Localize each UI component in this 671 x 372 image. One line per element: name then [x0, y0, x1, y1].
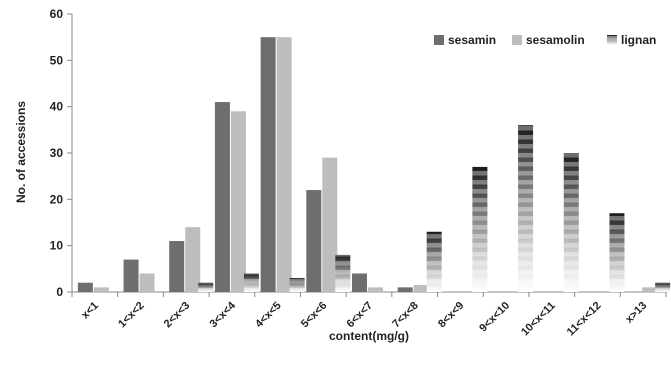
bar-lignan-stripes	[289, 278, 305, 292]
y-tick-label: 0	[56, 285, 63, 299]
x-tick-label: 3<x<4	[207, 299, 238, 330]
bar-sesamin	[397, 287, 413, 292]
bar-sesamolin	[230, 111, 246, 292]
bar-sesamolin	[93, 287, 109, 292]
bar-lignan-stripes	[426, 231, 442, 292]
y-tick-label: 50	[50, 53, 64, 67]
bar-sesamin	[214, 102, 230, 293]
bars	[77, 37, 671, 293]
legend-label: sesamin	[448, 33, 496, 47]
legend-label: sesamolin	[526, 33, 585, 47]
bar-sesamolin	[368, 287, 383, 292]
legend-item-sesamolin: sesamolin	[512, 33, 585, 47]
bar-sesamin	[169, 241, 185, 292]
legend: sesamin sesamolin lignan	[434, 33, 656, 47]
x-tick-label: 6<x<7	[345, 300, 376, 331]
bar-lignan-stripes	[198, 282, 214, 292]
bar-lignan-stripes	[655, 282, 671, 292]
x-tick-label: 5<x<6	[299, 300, 330, 331]
y-tick-labels: 0 10 20 30 40 50 60	[50, 7, 64, 299]
bar-sesamin	[352, 273, 367, 292]
x-tick-label: 8<x<9	[436, 300, 467, 331]
bar-sesamin	[260, 37, 276, 292]
y-tick-label: 30	[50, 146, 64, 160]
legend-label: lignan	[621, 33, 656, 47]
legend-item-sesamin: sesamin	[434, 33, 496, 47]
x-axis-label: content(mg/g)	[329, 329, 409, 343]
legend-swatch-stripes	[607, 35, 617, 45]
x-tick-label: 1<x<2	[116, 300, 147, 331]
bar-sesamolin	[185, 227, 201, 292]
y-tick-label: 20	[50, 192, 64, 206]
x-tick-label: 10<x<11	[519, 300, 558, 339]
bar-sesamolin	[322, 157, 338, 292]
bar-lignan-stripes	[518, 125, 534, 292]
bar-sesamolin	[139, 273, 155, 292]
bar-sesamin	[77, 282, 93, 292]
x-tick-label: x>13	[623, 300, 649, 326]
bar-sesamin	[123, 259, 139, 292]
bar-sesamolin	[276, 37, 292, 292]
x-tick-label: 7<x<8	[390, 300, 421, 331]
legend-item-lignan: lignan	[607, 33, 656, 47]
bar-lignan-stripes	[472, 166, 488, 292]
x-tick-label: 2<x<3	[162, 300, 193, 331]
bar-sesamolin	[413, 285, 429, 292]
legend-swatch	[434, 35, 444, 45]
bar-sesamin	[306, 190, 322, 292]
y-tick-label: 40	[50, 100, 64, 114]
legend-swatch	[512, 35, 522, 45]
bar-lignan-stripes	[243, 273, 259, 292]
bar-lignan-stripes	[563, 153, 579, 292]
y-axis-label: No. of accessions	[14, 101, 28, 203]
x-tick-label: x<1	[79, 300, 101, 322]
bar-sesamolin	[642, 287, 658, 292]
x-tick-label: 11<x<12	[565, 300, 604, 339]
x-tick-label: 9<x<10	[477, 300, 512, 335]
y-tick-label: 60	[50, 7, 64, 21]
bar-lignan-stripes	[609, 213, 625, 292]
bar-lignan-stripes	[335, 254, 351, 292]
y-tick-label: 10	[50, 239, 64, 253]
x-tick-label: 4<x<5	[253, 300, 284, 331]
